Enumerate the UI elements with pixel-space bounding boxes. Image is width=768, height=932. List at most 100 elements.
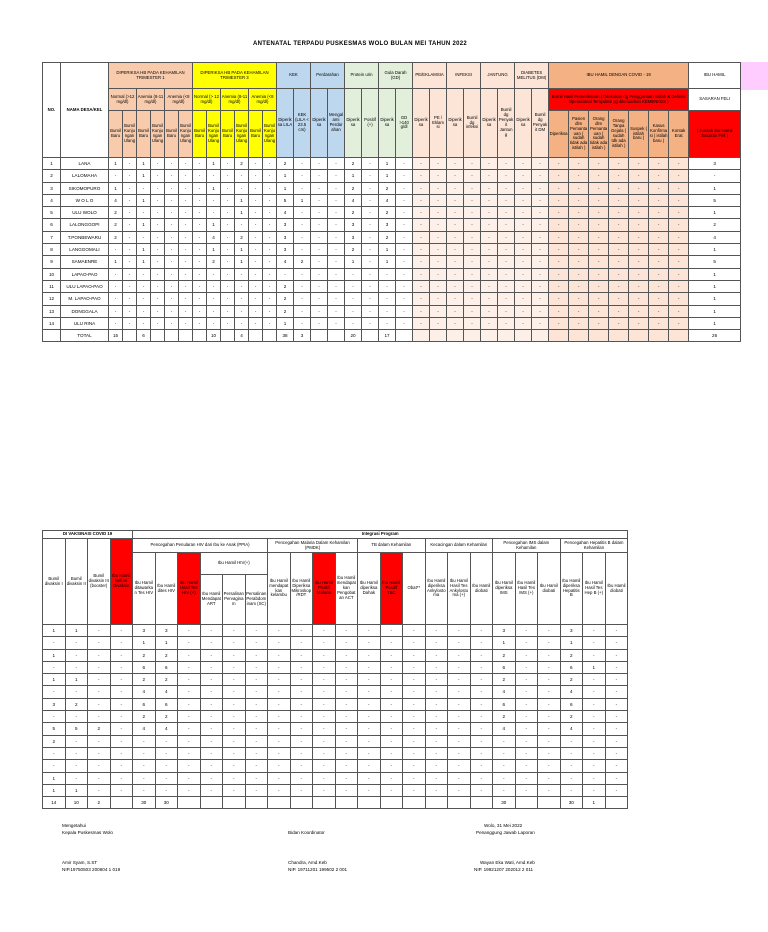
data-cell: - [402, 697, 426, 712]
data-cell: - [395, 169, 414, 183]
sig-text: Penanggung Jawab Laporan [476, 830, 535, 835]
data-cell: - [469, 697, 494, 712]
data-cell: - [688, 169, 742, 183]
village-name: LALONGGOPI [60, 218, 109, 232]
data-cell: - [199, 648, 224, 662]
data-cell: - [480, 279, 499, 294]
subgroup-header: Pencegahan Malaria Dalam Kehamilan (PMDK… [267, 538, 359, 553]
data-cell: 1 [42, 673, 66, 687]
row-number: 6 [42, 218, 61, 232]
data-cell: 2 [64, 697, 88, 712]
data-cell: 2 [559, 673, 584, 687]
data-cell: - [402, 734, 426, 748]
data-cell: - [537, 685, 561, 699]
data-cell: - [412, 255, 431, 269]
data-cell: - [447, 759, 471, 773]
data-cell: - [192, 267, 207, 281]
data-row: 1------------------------- [42, 771, 629, 785]
data-cell: - [192, 193, 207, 208]
data-cell: - [262, 156, 277, 171]
data-cell: - [497, 230, 516, 245]
data-cell: - [497, 206, 516, 220]
data-cell: - [222, 636, 246, 650]
total-cell: 30 [492, 796, 516, 810]
data-cell: - [192, 304, 207, 318]
leaf-header: Ibu Hamil Hasil Tes HIV (+) [177, 552, 201, 625]
data-cell: - [531, 230, 550, 245]
data-cell: - [531, 279, 550, 294]
subgroup-header: Anemia (<8 mg/dl) [164, 88, 193, 111]
data-cell: - [177, 636, 201, 650]
data-cell: - [244, 759, 269, 773]
data-cell: - [132, 759, 156, 773]
data-cell: - [447, 648, 471, 662]
data-cell: - [588, 218, 610, 232]
data-cell: - [424, 623, 449, 638]
data-cell: 2 [132, 710, 156, 724]
data-cell: - [248, 267, 263, 281]
data-cell: - [608, 218, 630, 232]
total-cell [178, 329, 193, 343]
village-name: LAPAO-PAO [60, 267, 109, 281]
data-cell: 1 [64, 673, 88, 687]
data-cell: - [395, 279, 414, 294]
data-cell: - [109, 710, 134, 724]
data-cell: - [548, 292, 570, 306]
data-cell: - [177, 771, 201, 785]
row-number: 13 [42, 304, 61, 318]
data-cell: - [628, 206, 650, 220]
data-cell: - [222, 648, 246, 662]
data-cell: - [244, 734, 269, 748]
data-cell: - [289, 759, 314, 773]
data-cell: - [87, 685, 111, 699]
data-cell: - [582, 697, 606, 712]
total-cell [514, 796, 539, 810]
data-cell: - [248, 181, 263, 195]
leaf-header: Ibu Hamil Hasil Tes Ankylostoma (+) [447, 552, 471, 625]
data-cell: - [628, 230, 650, 245]
data-cell: - [87, 697, 111, 712]
data-cell: 1 [688, 279, 742, 294]
data-cell: - [588, 230, 610, 245]
data-cell: 6 [154, 697, 179, 712]
data-cell: - [412, 230, 431, 245]
leaf-header: Bumil Kunjungan Ulang [122, 110, 137, 158]
leaf-header: Bumil Baru [248, 110, 263, 158]
data-cell: - [469, 746, 494, 761]
data-cell: - [412, 181, 431, 195]
data-cell: - [244, 710, 269, 724]
data-cell: - [514, 636, 539, 650]
data-row: 5 ULU WOLO 2- - - - - - - -1- -4- - -2-2- - - - - - - - - - - -… [42, 206, 742, 220]
data-cell: - [424, 697, 449, 712]
data-cell: 6 [492, 660, 516, 675]
data-cell: - [361, 156, 380, 171]
group-header: DIPERIKSA HB PADA KEHAMILAN TRIMESTER 3 [192, 62, 277, 89]
data-cell: - [537, 734, 561, 748]
data-cell: - [514, 623, 539, 638]
data-cell: - [429, 218, 448, 232]
leaf-header: Diperiksa LILA [276, 88, 294, 158]
data-cell: - [109, 697, 134, 712]
data-cell: - [357, 722, 381, 736]
data-row: 13 DONGGALA - - - - - - - - - - - -2- - - - - - - - - - - - - - - - -… [42, 304, 742, 318]
data-cell: - [568, 218, 590, 232]
data-cell: 2 [234, 230, 249, 245]
leaf-header: Bumil Kunjungan Ulang [150, 110, 165, 158]
data-cell: - [379, 685, 404, 699]
data-cell: 1 [108, 255, 123, 269]
data-cell: 4 [206, 230, 221, 245]
data-cell: - [109, 648, 134, 662]
data-cell: - [668, 243, 690, 257]
data-cell: - [492, 746, 516, 761]
data-cell: 2 [108, 230, 123, 245]
data-cell: - [628, 316, 650, 331]
data-cell: - [537, 783, 561, 798]
total-cell [312, 796, 336, 810]
total-cell [334, 796, 359, 810]
data-cell: - [514, 255, 533, 269]
data-cell: 1 [276, 169, 294, 183]
data-cell: 3 [559, 623, 584, 638]
data-cell: - [310, 206, 329, 220]
data-cell: - [582, 783, 606, 798]
data-cell: - [402, 746, 426, 761]
